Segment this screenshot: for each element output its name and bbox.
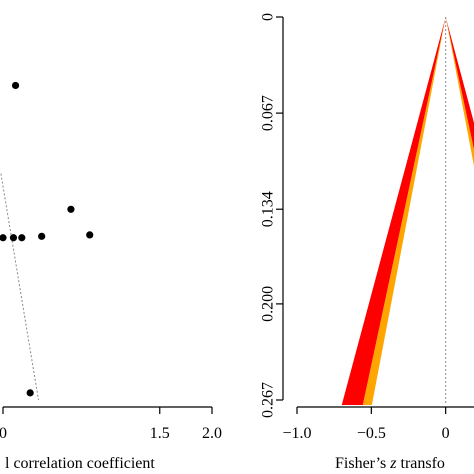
- scatter-point-4: [38, 232, 46, 240]
- funnel-band-right-0: [445, 17, 474, 150]
- right-y-tick-label-2: 0.134: [260, 191, 277, 227]
- funnel-band-left-0: [341, 17, 446, 405]
- right-y-tick-label-3: 0.200: [260, 286, 277, 322]
- scatter-point-1: [0, 234, 7, 242]
- right-panel-funnel: 0 0.067 0.134 0.200 0.267 −1.0 −0.5 0 Fisher’s z…: [260, 13, 474, 472]
- right-y-tick-label-4: 0.267: [260, 382, 277, 418]
- left-panel-scatter: 0 1.5 2.0 l correlation coefficient: [0, 81, 222, 472]
- funnel-band-left-1: [362, 17, 446, 405]
- left-guide-line: [0, 173, 40, 401]
- funnel-band-right-1: [445, 17, 474, 166]
- right-x-tick-label-2: 0: [442, 425, 450, 442]
- scatter-point-3: [18, 234, 26, 242]
- scatter-point-5: [67, 205, 75, 213]
- right-x-axis-title: Fisher’s z transfo: [335, 455, 445, 472]
- scatter-point-2: [9, 234, 18, 242]
- right-y-tick-label-0: 0: [260, 13, 277, 21]
- left-x-tick-label-1: 1.5: [150, 425, 170, 442]
- funnel-plot-area: [341, 17, 474, 405]
- left-x-axis-title: l correlation coefficient: [5, 455, 155, 472]
- scatter-point-0: [11, 81, 20, 90]
- scatter-point-6: [86, 231, 94, 239]
- right-y-tick-label-1: 0.067: [260, 95, 277, 131]
- right-x-tick-label-0: −1.0: [282, 425, 311, 442]
- right-x-tick-label-1: −0.5: [357, 425, 386, 442]
- left-x-tick-label-0: 0: [0, 425, 7, 442]
- scatter-point-7: [26, 389, 34, 397]
- left-x-tick-label-2: 2.0: [202, 425, 222, 442]
